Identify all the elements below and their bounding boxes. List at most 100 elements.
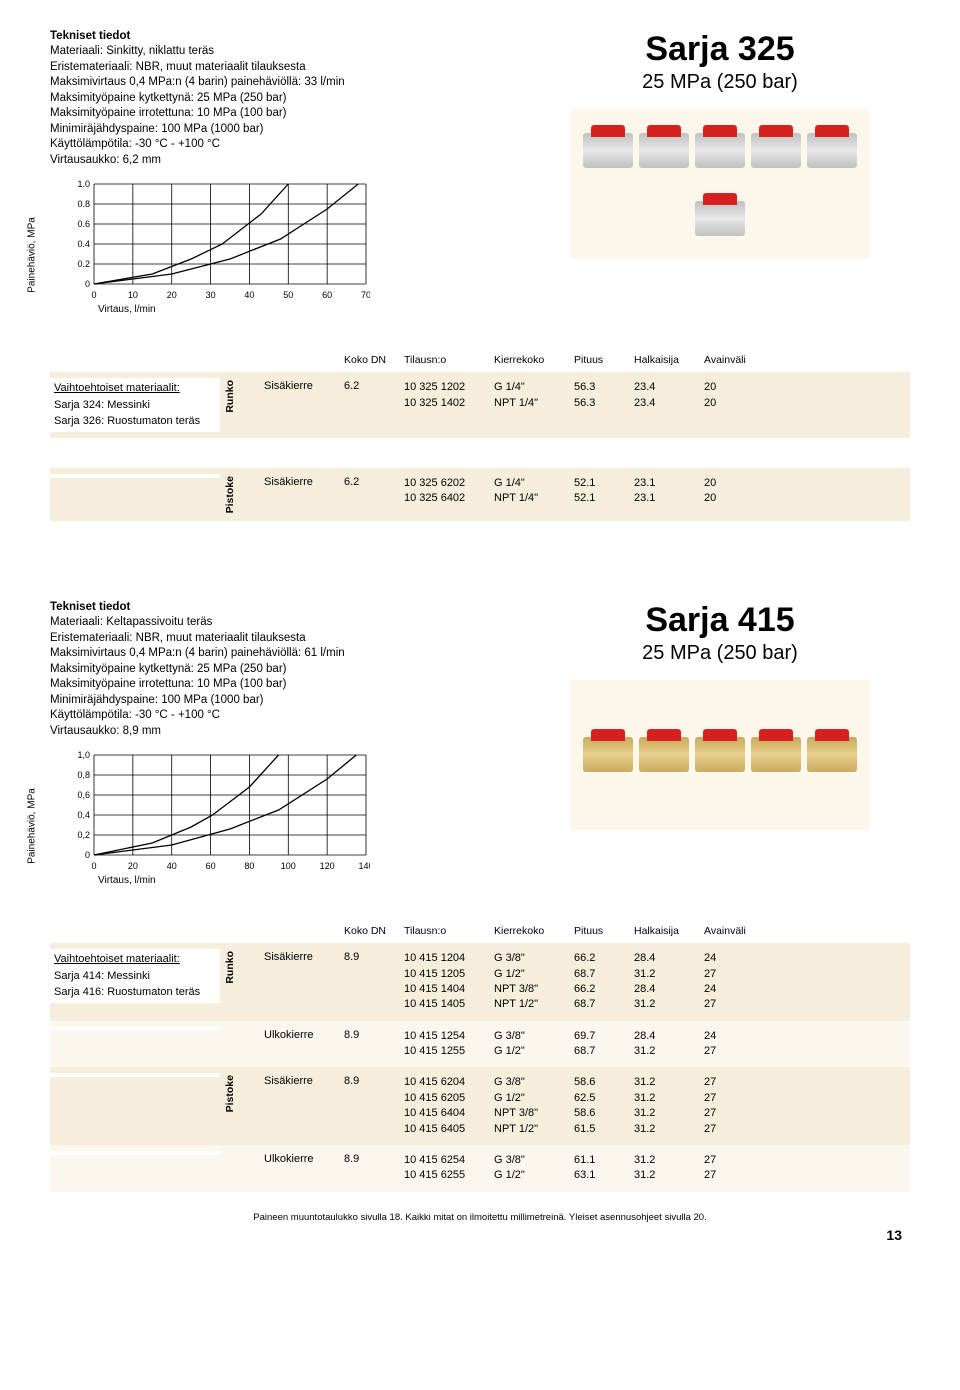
col-tilausno: 10 415 625410 415 6255 bbox=[400, 1151, 490, 1186]
th-koko: Koko DN bbox=[340, 352, 400, 368]
tech-line: Maksimivirtaus 0,4 MPa:n (4 barin) paine… bbox=[50, 646, 490, 662]
series-subtitle: 25 MPa (250 bar) bbox=[530, 642, 910, 665]
col-avainvali: 2427 bbox=[700, 1027, 770, 1062]
cell: 27 bbox=[704, 1075, 766, 1090]
alt-line: Sarja 414: Messinki bbox=[54, 968, 216, 985]
cell: 27 bbox=[704, 997, 766, 1012]
col-kierrekoko: G 3/8"G 1/2" bbox=[490, 1151, 570, 1186]
cell: NPT 1/2" bbox=[494, 1122, 566, 1137]
koko-dn: 8.9 bbox=[340, 949, 400, 965]
cell: 20 bbox=[704, 380, 766, 395]
th-tilausno: Tilausn:o bbox=[400, 923, 490, 939]
chart-svg: 01020304050607000.20.40.60.81.0 bbox=[60, 180, 370, 300]
footer-note: Paineen muuntotaulukko sivulla 18. Kaikk… bbox=[50, 1212, 910, 1223]
col-pituus: 61.163.1 bbox=[570, 1151, 630, 1186]
alt-heading: Vaihtoehtoiset materiaalit: bbox=[54, 951, 216, 968]
svg-text:0,8: 0,8 bbox=[77, 770, 90, 780]
th-avainvali: Avainväli bbox=[700, 923, 770, 939]
svg-text:0: 0 bbox=[91, 290, 96, 300]
cell: 23.4 bbox=[634, 380, 696, 395]
th-koko: Koko DN bbox=[340, 923, 400, 939]
cell: 23.4 bbox=[634, 396, 696, 411]
tech-line: Materiaali: Keltapassivoitu teräs bbox=[50, 615, 490, 631]
col-halkaisija: 28.431.2 bbox=[630, 1027, 700, 1062]
chart-325: Painehäviö, MPa 01020304050607000.20.40.… bbox=[60, 180, 400, 330]
group-label: Runko bbox=[224, 380, 236, 413]
cell: NPT 3/8" bbox=[494, 982, 566, 997]
svg-text:20: 20 bbox=[167, 290, 177, 300]
svg-text:140: 140 bbox=[358, 861, 370, 871]
col-pituus: 66.268.766.268.7 bbox=[570, 949, 630, 1015]
cell: 31.2 bbox=[634, 1044, 696, 1059]
chart-ylabel: Painehäviö, MPa bbox=[27, 217, 38, 293]
col-kierrekoko: G 1/4"NPT 1/4" bbox=[490, 474, 570, 509]
chart-415: Painehäviö, MPa 02040608010012014000,20,… bbox=[60, 751, 400, 901]
col-tilausno: 10 415 620410 415 620510 415 640410 415 … bbox=[400, 1073, 490, 1139]
tech-line: Maksimivirtaus 0,4 MPa:n (4 barin) paine… bbox=[50, 75, 490, 91]
cell: G 3/8" bbox=[494, 1075, 566, 1090]
cell: 27 bbox=[704, 1044, 766, 1059]
col-halkaisija: 28.431.228.431.2 bbox=[630, 949, 700, 1015]
group-label: Pistoke bbox=[224, 1075, 236, 1112]
cell: 28.4 bbox=[634, 982, 696, 997]
koko-dn: 8.9 bbox=[340, 1151, 400, 1167]
cell: 10 415 6404 bbox=[404, 1106, 486, 1121]
group-label: Runko bbox=[224, 951, 236, 984]
th-pituus: Pituus bbox=[570, 923, 630, 939]
col-avainvali: 27272727 bbox=[700, 1073, 770, 1139]
product-image-placeholder bbox=[570, 109, 870, 259]
cell: 69.7 bbox=[574, 1029, 626, 1044]
col-pituus: 69.768.7 bbox=[570, 1027, 630, 1062]
cell: 10 325 1202 bbox=[404, 380, 486, 395]
cell: 20 bbox=[704, 476, 766, 491]
col-avainvali: 2727 bbox=[700, 1151, 770, 1186]
svg-text:70: 70 bbox=[361, 290, 370, 300]
th-kierrekoko: Kierrekoko bbox=[490, 352, 570, 368]
section-sarja-325: Tekniset tiedot Materiaali: Sinkitty, ni… bbox=[50, 30, 910, 521]
koko-dn: 8.9 bbox=[340, 1073, 400, 1089]
cell: 52.1 bbox=[574, 476, 626, 491]
col-halkaisija: 23.423.4 bbox=[630, 378, 700, 413]
cell: 23.1 bbox=[634, 491, 696, 506]
tech-line: Maksimityöpaine kytkettynä: 25 MPa (250 … bbox=[50, 662, 490, 678]
cell: 27 bbox=[704, 1091, 766, 1106]
cell: G 1/4" bbox=[494, 380, 566, 395]
col-kierrekoko: G 3/8"G 1/2"NPT 3/8"NPT 1/2" bbox=[490, 949, 570, 1015]
svg-text:10: 10 bbox=[128, 290, 138, 300]
tech-line: Eristemateriaali: NBR, muut materiaalit … bbox=[50, 60, 490, 76]
cell: 10 415 1255 bbox=[404, 1044, 486, 1059]
cell: 52.1 bbox=[574, 491, 626, 506]
series-title: Sarja 415 bbox=[530, 601, 910, 640]
thread-type: Sisäkierre bbox=[260, 1073, 340, 1089]
svg-text:0,6: 0,6 bbox=[77, 790, 90, 800]
koko-dn: 6.2 bbox=[340, 474, 400, 490]
svg-text:1.0: 1.0 bbox=[77, 180, 90, 189]
th-kierrekoko: Kierrekoko bbox=[490, 923, 570, 939]
cell: 27 bbox=[704, 967, 766, 982]
col-tilausno: 10 415 120410 415 120510 415 140410 415 … bbox=[400, 949, 490, 1015]
chart-xlabel: Virtaus, l/min bbox=[98, 304, 400, 315]
tech-line: Virtausaukko: 6,2 mm bbox=[50, 153, 490, 169]
cell: 61.1 bbox=[574, 1153, 626, 1168]
svg-text:40: 40 bbox=[244, 290, 254, 300]
svg-text:0.4: 0.4 bbox=[77, 239, 90, 249]
tech-line: Minimiräjähdyspaine: 100 MPa (1000 bar) bbox=[50, 693, 490, 709]
group-label: Pistoke bbox=[224, 476, 236, 513]
cell: 28.4 bbox=[634, 951, 696, 966]
cell: 10 415 6405 bbox=[404, 1122, 486, 1137]
svg-text:50: 50 bbox=[283, 290, 293, 300]
cell: 31.2 bbox=[634, 1168, 696, 1183]
table-header-row: Koko DN Tilausn:o Kierrekoko Pituus Halk… bbox=[50, 348, 910, 372]
svg-text:60: 60 bbox=[206, 861, 216, 871]
tech-line: Käyttölämpötila: -30 °C - +100 °C bbox=[50, 708, 490, 724]
cell: 27 bbox=[704, 1122, 766, 1137]
cell: 31.2 bbox=[634, 1122, 696, 1137]
col-avainvali: 2020 bbox=[700, 474, 770, 509]
svg-text:0,2: 0,2 bbox=[77, 830, 90, 840]
chart-svg: 02040608010012014000,20,40,60,81,0 bbox=[60, 751, 370, 871]
cell: 10 415 1205 bbox=[404, 967, 486, 982]
cell: 62.5 bbox=[574, 1091, 626, 1106]
cell: 68.7 bbox=[574, 967, 626, 982]
svg-text:20: 20 bbox=[128, 861, 138, 871]
cell: 31.2 bbox=[634, 967, 696, 982]
